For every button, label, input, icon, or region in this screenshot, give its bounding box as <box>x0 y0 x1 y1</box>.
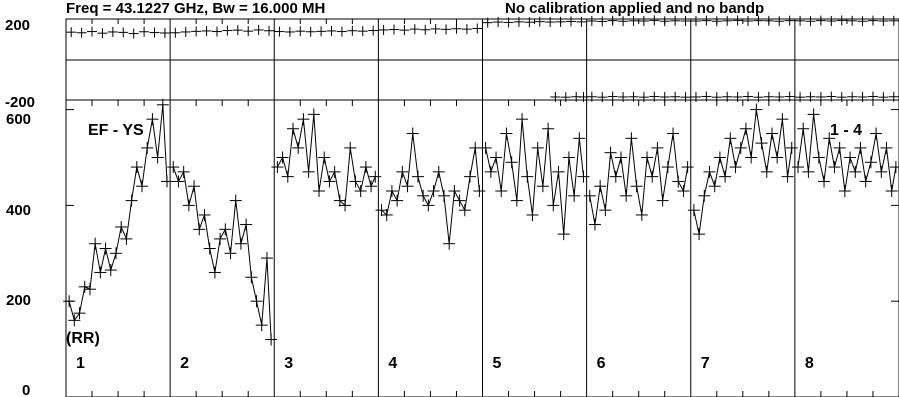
channel-label: 4 <box>388 355 397 372</box>
channel-label: 3 <box>284 355 293 372</box>
baseline-label: EF - YS <box>88 122 144 139</box>
amp-series-line <box>485 119 584 235</box>
corner-label: 1 - 4 <box>830 122 862 139</box>
amp-series-line <box>589 133 689 225</box>
amp-ytick-600: 600 <box>6 111 31 128</box>
amp-series-line <box>276 114 376 207</box>
amp-ytick-0: 0 <box>22 382 30 397</box>
amp-series-line <box>693 109 793 235</box>
channel-label: 8 <box>805 355 814 372</box>
phase-points <box>66 15 899 103</box>
channel-label: 5 <box>493 355 502 372</box>
amp-series-line <box>381 133 480 244</box>
amp-series <box>63 98 899 346</box>
phase-ytick-top: 200 <box>5 17 30 34</box>
channel-labels: 1 2 3 4 5 6 7 8 <box>76 355 814 372</box>
channel-label: 1 <box>76 355 85 372</box>
channel-label: 7 <box>701 355 710 372</box>
freq-header: Freq = 43.1227 GHz, Bw = 16.000 MH <box>66 0 325 17</box>
amp-ytick-400: 400 <box>6 202 31 219</box>
amp-series-line <box>172 166 272 340</box>
calibration-note: No calibration applied and no bandp <box>505 0 764 17</box>
channel-label: 6 <box>597 355 606 372</box>
phase-ytick-bottom: -200 <box>5 94 35 111</box>
channel-dividers <box>169 19 796 397</box>
channel-label: 2 <box>180 355 189 372</box>
amp-series-line <box>797 114 897 192</box>
amp-ytick-200: 200 <box>6 292 31 309</box>
polarization-label: (RR) <box>66 330 100 347</box>
